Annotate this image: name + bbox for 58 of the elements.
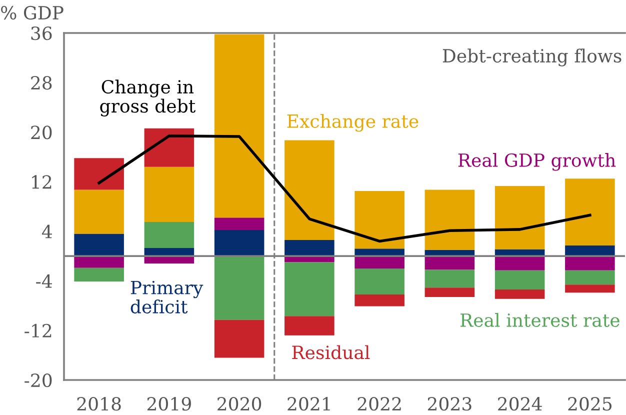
series-label: Primary deficit xyxy=(130,280,204,314)
bar xyxy=(214,320,264,358)
annotation: Debt-creating flows xyxy=(442,48,622,66)
bar xyxy=(144,128,194,167)
bar xyxy=(424,270,475,288)
bar xyxy=(494,256,545,270)
bar xyxy=(214,256,264,320)
x-tick-label: 2021 xyxy=(288,396,330,411)
y-tick-label: -20 xyxy=(24,373,52,388)
x-tick-label: 2024 xyxy=(498,396,542,411)
bar xyxy=(424,256,475,270)
bar xyxy=(424,190,475,250)
series-label: Change in gross debt xyxy=(100,80,196,116)
series-label: Exchange rate xyxy=(287,114,418,132)
bar xyxy=(74,268,124,282)
y-axis-title: % GDP xyxy=(1,6,64,20)
bar xyxy=(214,218,264,230)
y-tick-label: -4 xyxy=(36,274,52,288)
x-tick-label: 2018 xyxy=(77,396,121,411)
x-tick-label: 2019 xyxy=(147,396,191,411)
bar xyxy=(354,256,404,268)
bar xyxy=(144,166,194,222)
x-tick-label: 2022 xyxy=(358,396,401,411)
bar xyxy=(214,34,264,218)
bar xyxy=(494,290,545,299)
bar xyxy=(565,270,615,285)
bar xyxy=(144,222,194,248)
bar xyxy=(74,234,124,256)
y-tick-label: 20 xyxy=(31,126,52,140)
bar xyxy=(565,178,615,246)
x-tick-label: 2025 xyxy=(568,396,612,411)
bar xyxy=(494,186,545,250)
bar xyxy=(74,256,124,268)
bar xyxy=(565,246,615,256)
text: Real GDP growth xyxy=(458,153,616,171)
bar xyxy=(354,294,404,306)
y-tick-label: 12 xyxy=(32,175,52,189)
bar xyxy=(214,230,264,256)
bar xyxy=(284,240,334,256)
bar xyxy=(354,268,404,294)
series-label: Residual xyxy=(292,345,370,360)
bar xyxy=(74,158,124,190)
bar xyxy=(354,191,404,249)
bar xyxy=(284,316,334,336)
bar xyxy=(74,190,124,234)
bar xyxy=(284,140,334,240)
bar xyxy=(424,288,475,297)
y-tick-label: 36 xyxy=(31,26,52,40)
x-tick-label: 2023 xyxy=(428,396,472,411)
y-tick-label: 28 xyxy=(31,76,52,90)
bar xyxy=(494,270,545,290)
y-tick-label: 4 xyxy=(42,224,52,238)
y-tick-label: -12 xyxy=(24,324,52,338)
x-tick-label: 2020 xyxy=(218,396,262,411)
bar xyxy=(565,284,615,293)
bar xyxy=(284,262,334,316)
bar xyxy=(565,256,615,270)
series-label: Real interest rate xyxy=(460,313,620,327)
